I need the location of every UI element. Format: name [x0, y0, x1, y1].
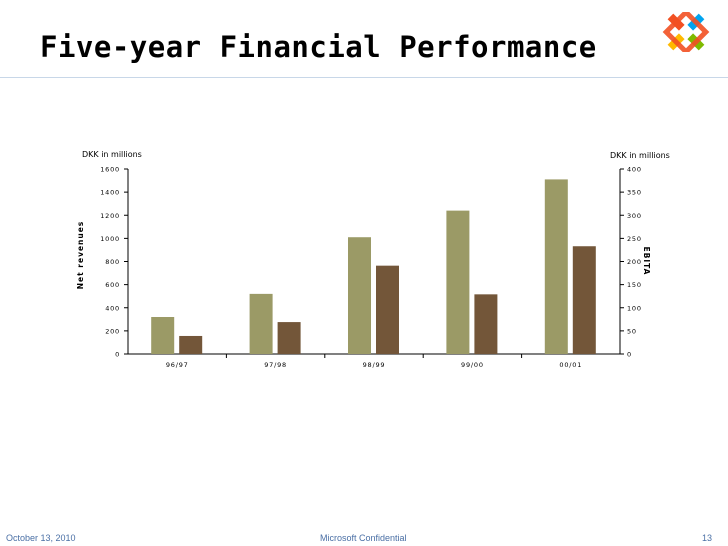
visual-studio-logo-icon [662, 12, 710, 52]
bar-net-revenue [348, 237, 371, 354]
bar-ebita [277, 322, 301, 354]
right-tick-label: 250 [627, 235, 642, 243]
x-tick-label: 96/97 [166, 361, 189, 369]
x-tick-label: 99/00 [461, 361, 484, 369]
left-tick-label: 1400 [100, 189, 120, 197]
right-tick-label: 100 [627, 304, 642, 312]
x-tick-label: 98/99 [363, 361, 386, 369]
bar-net-revenue [544, 179, 568, 354]
right-tick-label: 400 [627, 166, 642, 174]
right-axis-title: EBITA [642, 247, 651, 276]
left-tick-label: 600 [105, 281, 120, 289]
x-tick-label: 97/98 [264, 361, 287, 369]
right-unit-label: DKK in millions [610, 151, 670, 160]
left-tick-label: 400 [105, 304, 120, 312]
bar-ebita [179, 335, 203, 354]
bar-ebita [474, 294, 498, 354]
page-number: 13 [702, 533, 713, 543]
bar-net-revenue [249, 293, 273, 354]
right-tick-label: 150 [627, 281, 642, 289]
bar-ebita [376, 265, 399, 354]
footer-date: October 13, 2010 [6, 533, 76, 543]
left-tick-label: 0 [115, 351, 120, 359]
bar-net-revenue [151, 317, 175, 354]
left-tick-label: 1600 [100, 166, 120, 174]
left-axis-title: Net revenues [76, 221, 85, 290]
footer-confidential: Microsoft Confidential [320, 533, 407, 543]
slide-title: Five-year Financial Performance [40, 30, 597, 64]
bar-ebita [572, 246, 596, 354]
right-tick-label: 50 [627, 327, 637, 335]
left-tick-label: 1000 [100, 235, 120, 243]
bar-net-revenue [446, 210, 470, 354]
left-tick-label: 1200 [100, 212, 120, 220]
right-tick-label: 300 [627, 212, 642, 220]
right-tick-label: 0 [627, 351, 632, 359]
x-tick-label: 00/01 [559, 361, 582, 369]
right-tick-label: 200 [627, 258, 642, 266]
left-unit-label: DKK in millions [82, 150, 142, 159]
left-tick-label: 200 [105, 327, 120, 335]
title-divider [0, 77, 728, 78]
right-tick-label: 350 [627, 189, 642, 197]
left-tick-label: 800 [105, 258, 120, 266]
